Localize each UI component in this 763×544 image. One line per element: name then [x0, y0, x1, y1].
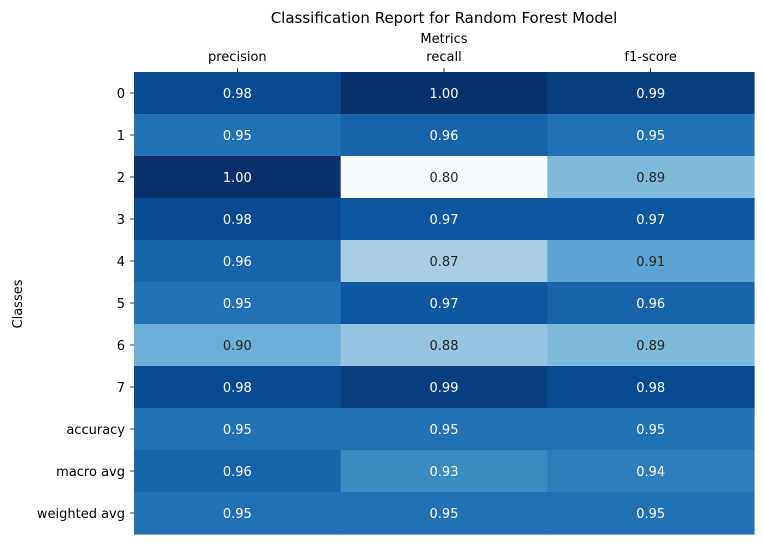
heatmap-cell: [547, 198, 755, 241]
heatmap-cell: [134, 240, 342, 283]
heatmap-cell: [547, 324, 755, 367]
heatmap-cell: [340, 198, 548, 241]
heatmap-cell: [134, 408, 342, 451]
cell-value-label: 0.98: [636, 381, 665, 396]
y-axis-label: Classes: [11, 279, 26, 328]
y-tick-label: 4: [117, 255, 125, 270]
cell-value-label: 0.89: [636, 171, 665, 186]
cell-value-label: 1.00: [223, 171, 252, 186]
chart-title: Classification Report for Random Forest …: [271, 9, 618, 27]
heatmap-cell: [340, 114, 548, 157]
cell-value-label: 0.98: [223, 213, 252, 228]
cell-value-label: 0.95: [430, 423, 459, 438]
cell-value-label: 0.98: [223, 381, 252, 396]
heatmap-cell: [134, 450, 342, 493]
cell-value-label: 0.96: [223, 465, 252, 480]
x-tick-label: precision: [208, 50, 267, 65]
heatmap-cell: [340, 72, 548, 115]
heatmap-cell: [547, 492, 755, 535]
y-tick-label: 0: [117, 87, 125, 102]
heatmap-cell: [134, 198, 342, 241]
heatmap-cell: [134, 156, 342, 199]
cell-value-label: 0.80: [430, 171, 459, 186]
cell-value-label: 0.97: [430, 213, 459, 228]
heatmap-cell: [134, 324, 342, 367]
cell-value-label: 0.98: [223, 87, 252, 102]
heatmap-cell: [340, 324, 548, 367]
heatmap-cell: [547, 114, 755, 157]
heatmap-cell: [340, 282, 548, 325]
heatmap-cell: [340, 366, 548, 409]
y-tick-label: macro avg: [56, 465, 125, 480]
heatmap-cell: [547, 366, 755, 409]
y-tick-labels: 0 1 2 3 4 5 6 7 accuracy macro avg weighted avg: [37, 87, 134, 522]
cell-value-label: 0.94: [636, 465, 665, 480]
cell-value-label: 0.95: [636, 129, 665, 144]
x-tick-label: recall: [426, 50, 461, 65]
y-tick-label: 5: [117, 297, 125, 312]
cell-value-label: 0.91: [636, 255, 665, 270]
cell-value-label: 0.97: [430, 297, 459, 312]
cell-value-label: 0.95: [636, 423, 665, 438]
heatmap-cell: [547, 450, 755, 493]
cell-value-label: 0.99: [430, 381, 459, 396]
cell-value-label: 0.95: [223, 297, 252, 312]
cell-value-label: 0.95: [223, 507, 252, 522]
heatmap-cell: [547, 156, 755, 199]
heatmap-cell: [547, 240, 755, 283]
heatmap-cell: [134, 282, 342, 325]
heatmap-cell: [340, 408, 548, 451]
heatmap-cell: [134, 72, 342, 115]
heatmap-cell: [547, 72, 755, 115]
cell-value-label: 0.97: [636, 213, 665, 228]
y-tick-label: 6: [117, 339, 125, 354]
y-tick-label: 1: [117, 129, 125, 144]
cell-value-label: 0.90: [223, 339, 252, 354]
cell-value-label: 0.95: [636, 507, 665, 522]
cell-value-label: 0.89: [636, 339, 665, 354]
x-tick-label: f1-score: [624, 50, 676, 65]
heatmap-cell: [134, 366, 342, 409]
y-tick-label: weighted avg: [37, 507, 125, 522]
cell-value-label: 0.96: [636, 297, 665, 312]
x-tick-labels: precision recall f1-score: [208, 50, 677, 72]
y-tick-label: 2: [117, 171, 125, 186]
cell-value-label: 0.99: [636, 87, 665, 102]
y-tick-label: 7: [117, 381, 125, 396]
cell-value-label: 0.96: [223, 255, 252, 270]
heatmap-cells: 0.98 1.00 0.99 0.95 0.96 0.95 1.00 0.80 0.89 0.98…: [134, 72, 755, 535]
y-tick-label: 3: [117, 213, 125, 228]
heatmap-cell: [340, 156, 548, 199]
cell-value-label: 0.93: [430, 465, 459, 480]
cell-value-label: 0.95: [430, 507, 459, 522]
cell-value-label: 0.96: [430, 129, 459, 144]
heatmap-cell: [134, 114, 342, 157]
heatmap-cell: [340, 492, 548, 535]
heatmap-cell: [340, 450, 548, 493]
heatmap-cell: [340, 240, 548, 283]
heatmap-cell: [547, 282, 755, 325]
cell-value-label: 0.95: [223, 129, 252, 144]
cell-value-label: 1.00: [430, 87, 459, 102]
y-tick-label: accuracy: [66, 423, 125, 438]
cell-value-label: 0.95: [223, 423, 252, 438]
x-axis-label: Metrics: [420, 32, 467, 47]
heatmap-cell: [547, 408, 755, 451]
cell-value-label: 0.87: [430, 255, 459, 270]
heatmap-cell: [134, 492, 342, 535]
cell-value-label: 0.88: [430, 339, 459, 354]
